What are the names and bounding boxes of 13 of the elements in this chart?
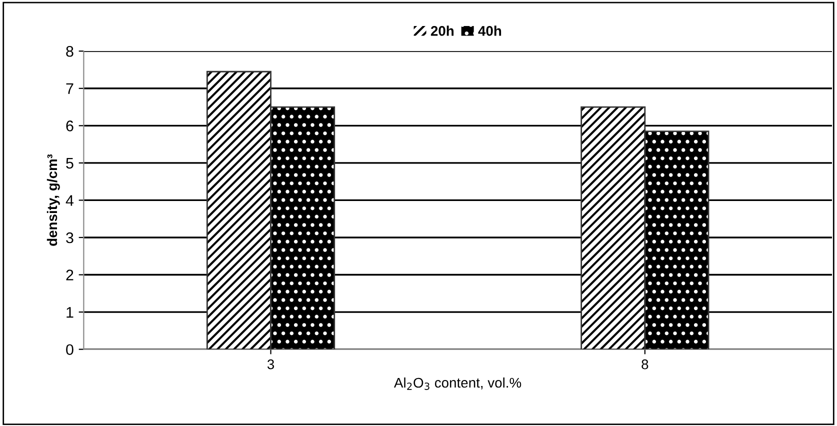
legend-label: 40h (478, 26, 502, 36)
y-tick-label: 6 (66, 120, 74, 132)
y-tick-label: 2 (66, 270, 74, 280)
y-tick-label: 5 (66, 158, 74, 169)
x-axis-title: Al$_{2}$O$_{3}$ content, vol.% (394, 377, 522, 390)
y-tick-label: 0 (66, 344, 74, 356)
y-tick-label: 8 (66, 46, 74, 57)
y-tick-label: 7 (66, 83, 74, 94)
legend-label: 20h (430, 26, 454, 36)
y-axis-title: density, g/cm³ (46, 154, 60, 246)
y-tick-label: 1 (66, 307, 74, 318)
y-tick-label: 4 (66, 195, 74, 206)
y-tick-label: 3 (66, 232, 74, 244)
